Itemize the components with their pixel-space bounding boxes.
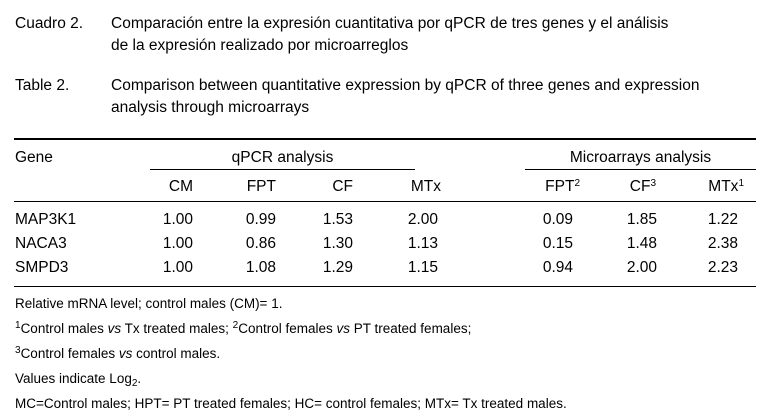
table-cell: 1.22 [707, 211, 738, 228]
col-header-mtx: MTx [410, 178, 441, 195]
caption-es-line2: de la expresión realizado por microarreg… [111, 37, 409, 54]
table-cell: 0.86 [245, 235, 276, 252]
col-header-micro-cf: CF3 [629, 178, 656, 195]
table-cell: 1.30 [322, 235, 353, 252]
caption-en-line1: Comparison between quantitative expressi… [111, 77, 700, 94]
caption-spanish: Cuadro 2. Comparación entre la expresión … [15, 13, 668, 57]
table-cell: 0.94 [542, 259, 573, 276]
caption-es-line1: Comparación entre la expresión cuantitat… [111, 15, 669, 32]
qpcr-header: qPCR analysis [231, 149, 334, 166]
table-cell: 2.00 [407, 211, 438, 228]
col-header-fpt: FPT [246, 178, 276, 195]
table-cell: 2.38 [707, 235, 738, 252]
table-top-rule [14, 138, 756, 140]
footnote-relative-mrna: Relative mRNA level; control males (CM)=… [15, 296, 283, 311]
table-cell: 1.29 [322, 259, 353, 276]
table-cell: 2.23 [707, 259, 738, 276]
footnote-abbreviations: MC=Control males; HPT= PT treated female… [15, 396, 567, 411]
footnote-1-2: 1Control males vs Tx treated males; 2Con… [15, 320, 472, 337]
table-cell: 1.00 [162, 211, 193, 228]
table-header-rule [14, 201, 756, 202]
caption-en-line2: analysis through microarrays [111, 99, 310, 116]
table-cell: 2.00 [626, 259, 657, 276]
caption-es-label: Cuadro 2. [15, 15, 84, 32]
table-cell: 1.13 [407, 235, 438, 252]
table-cell: 1.48 [626, 235, 657, 252]
qpcr-group-rule [150, 169, 415, 170]
table-cell: 1.15 [407, 259, 438, 276]
table-cell: 0.09 [542, 211, 573, 228]
table-cell: 1.85 [626, 211, 657, 228]
table-cell: 1.08 [245, 259, 276, 276]
table-cell: 1.53 [322, 211, 353, 228]
caption-en-label: Table 2. [15, 77, 70, 94]
table-cell: 0.99 [245, 211, 276, 228]
gene-name: NACA3 [15, 235, 67, 252]
microarrays-group-rule [525, 169, 756, 170]
col-header-cm: CM [168, 178, 193, 195]
col-header-micro-fpt: FPT2 [545, 178, 580, 195]
col-header-micro-mtx: MTx1 [708, 178, 744, 195]
table-cell: 0.15 [542, 235, 573, 252]
footnote-log2: Values indicate Log2. [15, 371, 142, 389]
gene-name: MAP3K1 [15, 211, 77, 228]
gene-header: Gene [15, 149, 53, 166]
col-header-cf: CF [332, 178, 353, 195]
microarrays-header: Microarrays analysis [569, 149, 712, 166]
table-bottom-rule [14, 286, 756, 287]
table-cell: 1.00 [162, 259, 193, 276]
gene-name: SMPD3 [15, 259, 69, 276]
table-cell: 1.00 [162, 235, 193, 252]
footnote-3: 3Control females vs control males. [15, 345, 221, 362]
caption-english: Table 2. Comparison between quantitative … [15, 75, 700, 119]
